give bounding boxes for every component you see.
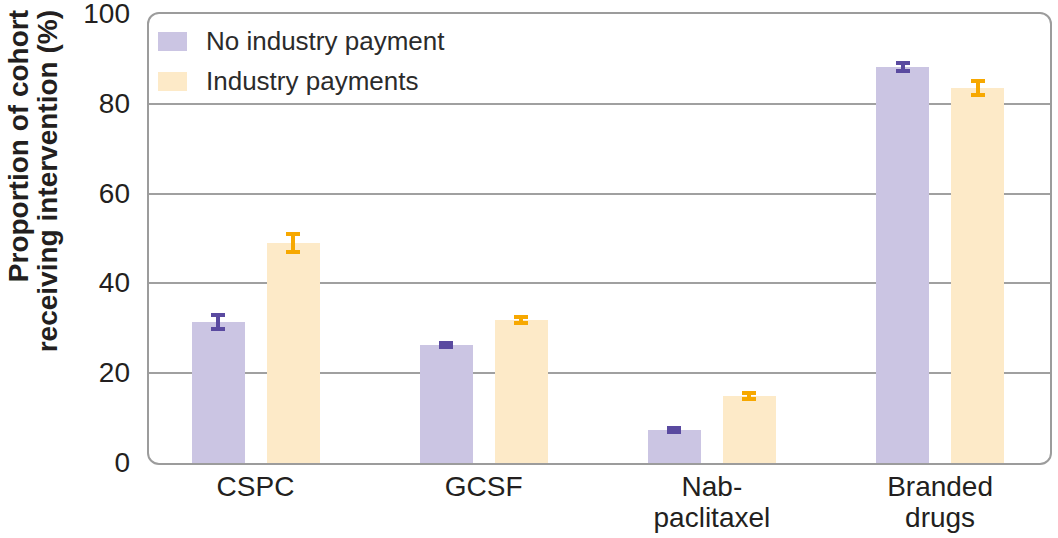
error-bar-cap: [514, 321, 528, 325]
y-tick-label-20: 20: [0, 358, 130, 388]
bar-nab--series1: [723, 396, 776, 463]
bar-gcsf-series0: [420, 345, 473, 463]
error-bar-cap: [286, 250, 300, 254]
error-bar-cap: [896, 61, 910, 65]
x-tick-label-branded: Brandeddrugs: [887, 471, 993, 533]
bar-gcsf-series1: [495, 320, 548, 463]
bar-branded-series0: [876, 67, 929, 463]
legend-swatch: [158, 72, 187, 91]
y-tick-label-60: 60: [0, 179, 130, 209]
legend-swatch: [158, 32, 187, 51]
legend-label: No industry payment: [206, 28, 444, 54]
y-tick-label-0: 0: [0, 448, 130, 478]
legend: No industry payment Industry payments: [158, 28, 444, 108]
bar-cspc-series1: [267, 243, 320, 463]
error-bar-cap: [211, 327, 225, 331]
error-bar-cap: [211, 313, 225, 317]
bar-cspc-series0: [192, 322, 245, 463]
y-axis-title: Proportion of cohortreceiving interventi…: [4, 10, 62, 410]
error-bar-cap: [286, 232, 300, 236]
x-tick-label-cspc: CSPC: [217, 471, 295, 502]
error-bar-cap: [667, 430, 681, 434]
error-bar-cap: [439, 345, 453, 349]
legend-label: Industry payments: [206, 68, 418, 94]
error-bar-cap: [514, 315, 528, 319]
y-tick-label-80: 80: [0, 89, 130, 119]
y-tick-label-100: 100: [0, 0, 130, 29]
plot-area: No industry payment Industry payments: [147, 12, 1052, 465]
y-axis-title-line: Proportion of cohort: [4, 10, 33, 410]
bar-nab--series0: [648, 430, 701, 463]
x-tick-label-gcsf: GCSF: [445, 471, 523, 502]
bar-branded-series1: [951, 88, 1004, 463]
y-axis-title-line: receiving intervention (%): [33, 10, 62, 410]
error-bar-cap: [896, 69, 910, 73]
error-bar-cap: [742, 397, 756, 401]
legend-item: No industry payment: [158, 28, 444, 54]
error-bar-cap: [971, 93, 985, 97]
error-bar-cap: [971, 79, 985, 83]
legend-item: Industry payments: [158, 68, 444, 94]
error-bar-cap: [742, 391, 756, 395]
x-tick-label-nab-: Nab-paclitaxel: [654, 471, 771, 533]
y-tick-label-40: 40: [0, 268, 130, 298]
